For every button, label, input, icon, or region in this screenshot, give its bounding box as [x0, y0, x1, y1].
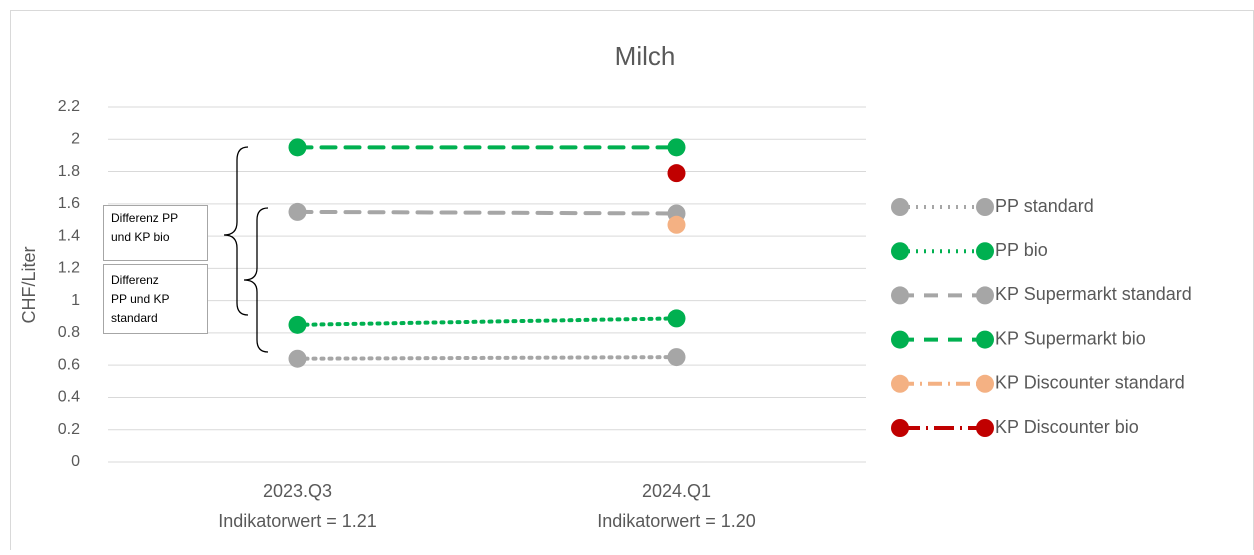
annotation-box [103, 264, 208, 334]
braces [223, 146, 269, 353]
series-line [295, 209, 679, 216]
y-tick-label: 2 [71, 130, 80, 147]
legend-marker [891, 330, 909, 349]
data-point [667, 348, 686, 367]
y-tick-label: 0.2 [58, 421, 80, 438]
legend-marker [976, 330, 994, 349]
legend-label: PP standard [995, 196, 1094, 216]
x-tick-label: 2023.Q3 [263, 481, 332, 501]
y-tick-label: 1.8 [58, 163, 80, 180]
x-tick-sublabel: Indikatorwert = 1.21 [218, 511, 377, 531]
series-line [295, 316, 679, 327]
grid [108, 106, 866, 463]
annotation-text: Differenz PP [111, 211, 178, 225]
legend-marker [976, 419, 994, 437]
legend-marker [976, 374, 994, 393]
chart-border [10, 10, 1254, 555]
y-axis-label: CHF/Liter [19, 246, 39, 323]
y-tick-label: 0.8 [58, 324, 80, 341]
legend-label: PP bio [995, 240, 1048, 260]
data-point [667, 309, 686, 328]
annotation-text: PP und KP [111, 292, 170, 306]
legend-marker [976, 286, 994, 305]
annotation-text: standard [111, 311, 158, 325]
data-point [288, 349, 307, 368]
legend-marker [891, 286, 909, 305]
brace-bio [223, 146, 249, 316]
legend-marker [976, 198, 994, 216]
y-tick-label: 0.4 [58, 389, 80, 406]
y-tick-label: 2.2 [58, 98, 80, 115]
y-tick-label: 1.4 [58, 227, 80, 244]
legend-label: KP Discounter standard [995, 373, 1185, 393]
y-tick-label: 1 [71, 292, 80, 309]
legend-label: KP Discounter bio [995, 417, 1139, 437]
annotation-text: Differenz [111, 273, 159, 287]
series-line [295, 355, 679, 361]
chart-title: Milch [615, 41, 676, 71]
y-tick-label: 1.6 [58, 195, 80, 212]
data-point [667, 164, 686, 183]
legend-label: KP Supermarkt standard [995, 284, 1192, 304]
data-point [288, 202, 307, 221]
y-tick-label: 0 [71, 453, 80, 470]
data-point [288, 315, 307, 334]
y-tick-label: 1.2 [58, 260, 80, 277]
x-tick-label: 2024.Q1 [642, 481, 711, 501]
legend-marker [891, 242, 909, 261]
brace-standard [243, 207, 269, 353]
data-point [667, 138, 686, 157]
legend-marker [891, 198, 909, 216]
annotation-text: und KP bio [111, 230, 170, 244]
legend-marker [891, 374, 909, 393]
legend-marker [976, 242, 994, 261]
legend-label: KP Supermarkt bio [995, 328, 1146, 348]
legend-marker [891, 419, 909, 437]
annotation-box [103, 205, 208, 261]
data-point [667, 215, 686, 234]
y-tick-label: 0.6 [58, 356, 80, 373]
data-point [288, 138, 307, 157]
x-tick-sublabel: Indikatorwert = 1.20 [597, 511, 756, 531]
